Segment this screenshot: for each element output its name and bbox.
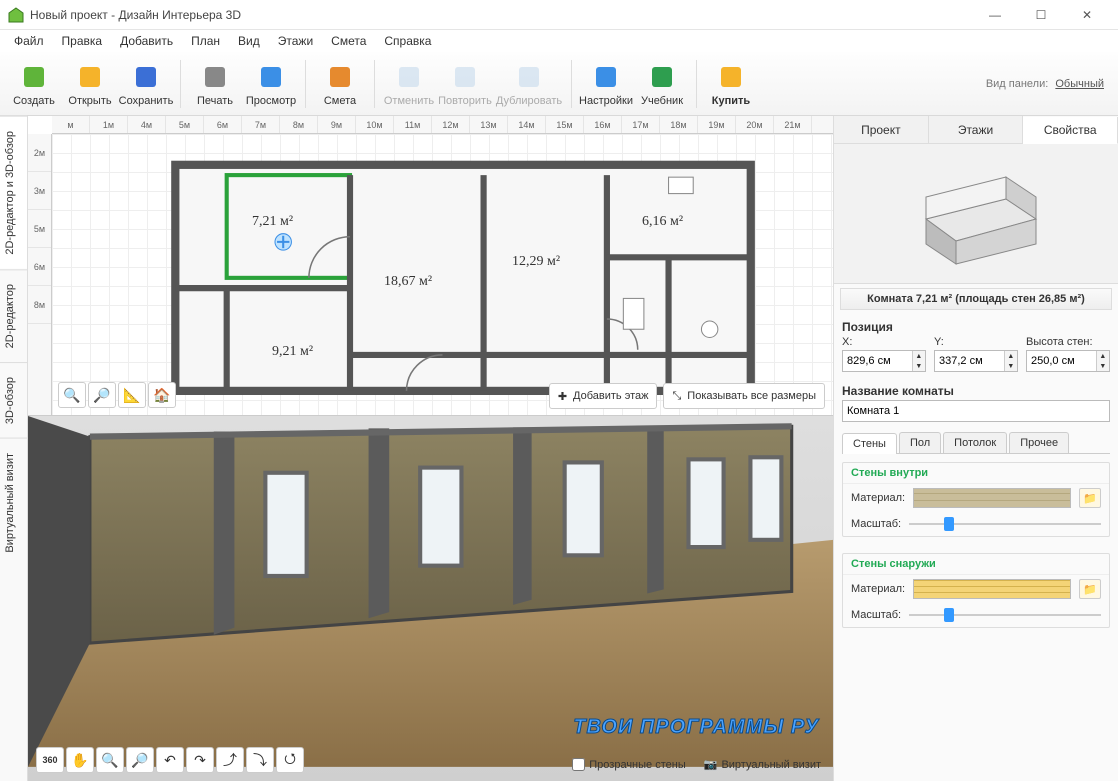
maximize-button[interactable]: ☐ [1018,0,1064,30]
toolbar-settings[interactable]: Настройки [578,55,634,113]
outer-scale-slider[interactable] [909,607,1101,623]
vtab-3[interactable]: Виртуальный визит [0,438,27,567]
inner-material-swatch[interactable] [913,488,1071,508]
room-area-label: 12,29 м² [512,254,560,270]
plan-actions: ✚Добавить этаж ⤡Показывать все размеры [549,383,825,409]
toolbar-print[interactable]: Печать [187,55,243,113]
room-area-label: 6,16 м² [642,214,683,230]
inner-material-browse[interactable]: 📁 [1079,488,1101,508]
pan-button[interactable]: ✋ [66,747,94,773]
menu-Этажи[interactable]: Этажи [270,32,321,50]
inner-scale-slider[interactable] [909,516,1101,532]
toolbar-open[interactable]: Открыть [62,55,118,113]
add-floor-button[interactable]: ✚Добавить этаж [549,383,658,409]
menu-Справка[interactable]: Справка [376,32,439,50]
view3d-options: Прозрачные стены 📷 Виртуальный визит [572,758,821,771]
subtab-Потолок[interactable]: Потолок [943,432,1007,453]
subtab-Стены[interactable]: Стены [842,433,897,454]
view3d-toolbar: 360 ✋ 🔍 🔎 ↶ ↷ ⤴ ⤵ ⭯ [36,747,304,773]
toolbar-undo[interactable]: Отменить [381,55,437,113]
pos-y-input[interactable]: ▲▼ [934,350,1018,372]
panel-mode: Вид панели: Обычный [986,78,1112,90]
ruler-vertical: 2м3м5м6м8м [28,134,52,415]
panel-mode-link[interactable]: Обычный [1055,78,1104,90]
titlebar: Новый проект - Дизайн Интерьера 3D — ☐ ✕ [0,0,1118,30]
outer-walls-group: Стены снаружи Материал: 📁 Масштаб: [842,553,1110,628]
vertical-tabs: 2D-редактор и 3D-обзор2D-редактор3D-обзо… [0,116,28,781]
menu-Добавить[interactable]: Добавить [112,32,181,50]
measure-button[interactable]: 📐 [118,382,146,408]
pos-x-input[interactable]: ▲▼ [842,350,926,372]
menu-Файл[interactable]: Файл [6,32,52,50]
toolbar: СоздатьОткрытьСохранитьПечатьПросмотрСме… [0,52,1118,116]
subtab-Пол[interactable]: Пол [899,432,941,453]
toolbar-duplicate[interactable]: Дублировать [493,55,565,113]
menu-План[interactable]: План [183,32,228,50]
room-title: Комната 7,21 м² (площадь стен 26,85 м²) [840,288,1112,310]
wall-height-input[interactable]: ▲▼ [1026,350,1110,372]
menu-Смета[interactable]: Смета [323,32,374,50]
right-panel: ПроектЭтажиСвойства Комната 7,21 м² (пло… [834,116,1118,781]
vtab-0[interactable]: 2D-редактор и 3D-обзор [0,116,27,269]
toolbar-help[interactable]: Учебник [634,55,690,113]
reset-view[interactable]: ⭯ [276,747,304,773]
menubar: ФайлПравкаДобавитьПланВидЭтажиСметаСправ… [0,30,1118,52]
outer-material-browse[interactable]: 📁 [1079,579,1101,599]
vtab-2[interactable]: 3D-обзор [0,362,27,438]
close-button[interactable]: ✕ [1064,0,1110,30]
plan-canvas[interactable]: 7,21 м² 18,67 м² 12,29 м² 6,16 м² 9,21 м² [52,134,833,415]
position-label: Позиция [834,314,1118,336]
rotate-right[interactable]: ↷ [186,747,214,773]
zoom-out-button[interactable]: 🔍 [58,382,86,408]
menu-Вид[interactable]: Вид [230,32,268,50]
zoom-out-3d[interactable]: 🔍 [96,747,124,773]
roomname-label: Название комнаты [834,378,1118,400]
toolbar-estimate[interactable]: Смета [312,55,368,113]
vtab-1[interactable]: 2D-редактор [0,269,27,362]
zoom-in-button[interactable]: 🔎 [88,382,116,408]
room-preview [834,144,1118,284]
rtab-Свойства[interactable]: Свойства [1023,117,1118,144]
menu-Правка[interactable]: Правка [54,32,111,50]
view-3d[interactable]: 360 ✋ 🔍 🔎 ↶ ↷ ⤴ ⤵ ⭯ Прозрачные стены 📷 В… [28,416,833,781]
virtual-visit-button[interactable]: 📷 Виртуальный визит [704,758,821,771]
minimize-button[interactable]: — [972,0,1018,30]
toolbar-preview[interactable]: Просмотр [243,55,299,113]
plan-2d[interactable]: м1м4м5м6м7м8м9м10м11м12м13м14м15м16м17м1… [28,116,833,416]
rtab-Проект[interactable]: Проект [834,116,929,143]
stage: м1м4м5м6м7м8м9м10м11м12м13м14м15м16м17м1… [28,116,834,781]
tilt-up[interactable]: ⤴ [216,747,244,773]
tilt-down[interactable]: ⤵ [246,747,274,773]
toolbar-buy[interactable]: Купить [703,55,759,113]
room-area-label: 7,21 м² [252,214,293,230]
plan-toolbar: 🔍 🔎 📐 🏠 [58,381,176,409]
ruler-horizontal: м1м4м5м6м7м8м9м10м11м12м13м14м15м16м17м1… [52,116,833,134]
toolbar-redo[interactable]: Повторить [437,55,493,113]
home-button[interactable]: 🏠 [148,382,176,408]
outer-material-swatch[interactable] [913,579,1071,599]
right-tabs: ПроектЭтажиСвойства [834,116,1118,144]
rotate-left[interactable]: ↶ [156,747,184,773]
app-icon [8,7,24,23]
rtab-Этажи[interactable]: Этажи [929,116,1024,143]
window-title: Новый проект - Дизайн Интерьера 3D [30,8,972,22]
room-area-label: 18,67 м² [384,274,432,290]
room-area-label: 9,21 м² [272,344,313,360]
toolbar-create[interactable]: Создать [6,55,62,113]
orbit-button[interactable]: 360 [36,747,64,773]
subtab-Прочее[interactable]: Прочее [1009,432,1069,453]
floorplan-svg [52,134,833,416]
wall-subtabs: СтеныПолПотолокПрочее [842,432,1110,454]
room-name-input[interactable] [842,400,1110,422]
inner-walls-group: Стены внутри Материал: 📁 Масштаб: [842,462,1110,537]
toolbar-save[interactable]: Сохранить [118,55,174,113]
transparent-walls-toggle[interactable]: Прозрачные стены [572,758,685,771]
zoom-in-3d[interactable]: 🔎 [126,747,154,773]
show-dims-button[interactable]: ⤡Показывать все размеры [663,383,825,409]
